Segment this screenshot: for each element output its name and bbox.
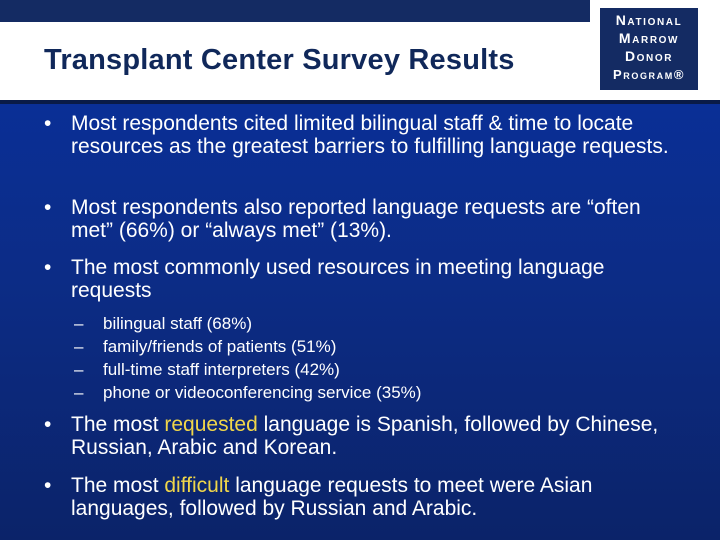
highlight-difficult: difficult <box>164 474 230 497</box>
bullet-marker: • <box>44 474 52 497</box>
bullet-marker: • <box>44 413 52 436</box>
logo-line-3: Donor <box>624 48 674 64</box>
bullet-text: Most respondents cited limited bilingual… <box>71 112 669 158</box>
sub-marker: – <box>74 383 84 402</box>
bullet-text-suffix: language is Spanish, followed by Chinese… <box>71 413 659 459</box>
bullet-marker: • <box>44 112 52 135</box>
header-divider <box>0 100 720 104</box>
logo-line-2: Marrow <box>618 30 680 46</box>
slide-body <box>0 104 720 540</box>
logo-line-4: Program® <box>612 67 686 82</box>
bullet-text-prefix: The most <box>71 413 165 436</box>
top-strip <box>0 0 720 22</box>
nmdp-logo: National Marrow Donor Program® <box>600 8 698 90</box>
sub-marker: – <box>74 337 84 356</box>
slide-title: Transplant Center Survey Results <box>44 44 515 76</box>
bullet-text-prefix: The most <box>71 474 165 497</box>
sub-marker: – <box>74 360 84 379</box>
bullet-text: The most commonly used resources in meet… <box>71 256 605 302</box>
sub-item-text: family/friends of patients (51%) <box>103 337 337 356</box>
bullet-text-suffix: language requests to meet were Asian lan… <box>71 474 593 520</box>
bullet-marker: • <box>44 196 52 219</box>
sub-item-text: phone or videoconferencing service (35%) <box>103 383 422 402</box>
bullet-text: The most difficult language requests to … <box>71 474 681 520</box>
sub-item-text: bilingual staff (68%) <box>103 314 252 333</box>
bullet-text: The most requested language is Spanish, … <box>71 413 681 459</box>
sub-item-text: full-time staff interpreters (42%) <box>103 360 340 379</box>
bullet-marker: • <box>44 256 52 279</box>
bullet-text: Most respondents also reported language … <box>71 196 641 242</box>
top-accent-bar <box>0 0 590 22</box>
logo-line-1: National <box>615 12 683 28</box>
sub-marker: – <box>74 314 84 333</box>
slide-header: Transplant Center Survey Results Nationa… <box>0 8 720 100</box>
highlight-requested: requested <box>164 413 258 436</box>
